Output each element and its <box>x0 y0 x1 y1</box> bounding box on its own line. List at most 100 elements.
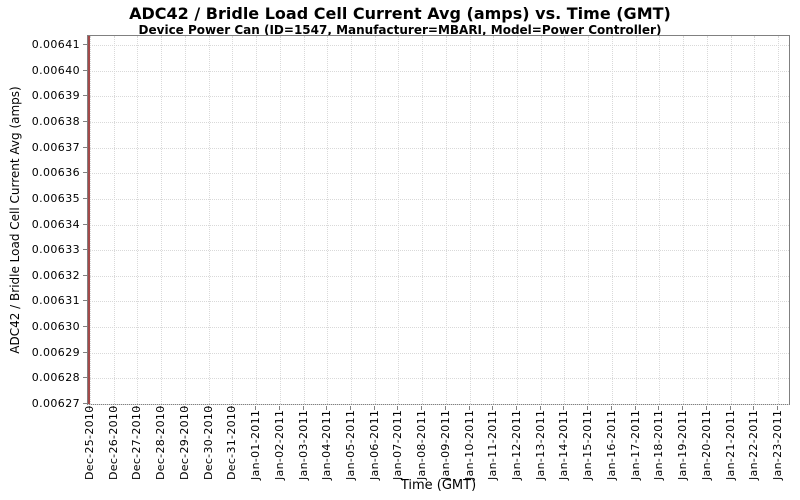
v-gridline <box>635 36 637 404</box>
y-tick-label: 0.00637 <box>31 140 80 154</box>
y-tick-label: 0.00638 <box>31 114 80 128</box>
h-gridline <box>88 404 789 405</box>
y-tick-mark <box>83 172 87 174</box>
v-gridline <box>564 36 566 404</box>
v-gridline <box>350 36 352 404</box>
h-gridline <box>88 173 789 175</box>
y-tick-mark <box>83 377 87 379</box>
x-tick-label: Jan-11-2011 <box>486 409 500 480</box>
h-gridline <box>88 96 789 98</box>
y-tick-label: 0.00632 <box>31 268 80 282</box>
x-tick-mark <box>658 406 660 410</box>
v-gridline <box>706 36 708 404</box>
h-gridline <box>88 198 789 200</box>
v-gridline <box>90 36 91 404</box>
v-gridline <box>327 36 329 404</box>
x-tick-label: Jan-12-2011 <box>510 409 524 480</box>
x-tick-mark <box>492 406 494 410</box>
x-tick-mark <box>255 406 257 410</box>
x-tick-label: Jan-06-2011 <box>367 409 381 480</box>
x-tick-mark <box>610 406 612 410</box>
x-tick-mark <box>539 406 541 410</box>
y-tick-label: 0.00636 <box>31 166 80 180</box>
y-tick-label: 0.00641 <box>31 38 80 51</box>
x-tick-label: Jan-04-2011 <box>320 409 334 480</box>
x-tick-mark <box>231 406 233 410</box>
x-tick-label: Dec-29-2010 <box>177 405 191 480</box>
v-gridline <box>517 36 519 404</box>
x-tick-mark <box>444 406 446 410</box>
x-tick-mark <box>421 406 423 410</box>
x-tick-mark <box>777 406 778 410</box>
y-tick-mark <box>83 326 87 328</box>
y-tick-mark <box>83 120 87 122</box>
v-gridline <box>683 36 685 404</box>
x-tick-mark <box>587 406 589 410</box>
v-gridline <box>469 36 471 404</box>
v-gridline <box>232 36 234 404</box>
x-tick-label: Jan-09-2011 <box>438 409 452 480</box>
v-gridline <box>137 36 139 404</box>
y-tick-mark <box>83 95 87 97</box>
x-tick-mark <box>468 406 470 410</box>
x-tick-mark <box>112 406 114 410</box>
y-tick-mark <box>83 249 87 251</box>
x-tick-label: Jan-18-2011 <box>652 409 666 480</box>
x-tick-mark <box>729 406 731 410</box>
x-tick-mark <box>183 406 185 410</box>
y-tick-label: 0.00633 <box>31 243 80 257</box>
v-gridline <box>422 36 424 404</box>
x-tick-label: Jan-23-2011 <box>771 409 784 480</box>
chart-title: ADC42 / Bridle Load Cell Current Avg (am… <box>129 4 671 23</box>
h-gridline <box>88 301 789 303</box>
v-gridline <box>113 36 115 404</box>
x-tick-mark <box>207 406 209 410</box>
h-gridline <box>88 327 789 329</box>
v-gridline <box>256 36 258 404</box>
x-tick-mark <box>705 406 707 410</box>
x-tick-mark <box>302 406 304 410</box>
x-tick-label: Jan-20-2011 <box>699 409 713 480</box>
x-tick-label: Dec-27-2010 <box>130 405 144 480</box>
x-tick-label: Dec-26-2010 <box>106 405 120 480</box>
x-tick-label: Jan-22-2011 <box>747 409 761 480</box>
x-tick-mark <box>563 406 565 410</box>
x-tick-label: Jan-02-2011 <box>272 409 286 480</box>
x-tick-mark <box>634 406 636 410</box>
x-tick-mark <box>160 406 162 410</box>
x-tick-mark <box>136 406 138 410</box>
x-tick-mark <box>89 406 90 410</box>
x-tick-mark <box>516 406 518 410</box>
y-tick-mark <box>83 197 87 199</box>
v-gridline <box>588 36 590 404</box>
x-tick-label: Jan-07-2011 <box>391 409 405 480</box>
x-tick-mark <box>349 406 351 410</box>
y-tick-label: 0.00631 <box>31 294 80 308</box>
v-gridline <box>611 36 613 404</box>
y-tick-label: 0.00640 <box>31 63 80 77</box>
y-tick-mark <box>83 403 87 404</box>
x-axis-title: Time (GMT) <box>400 478 477 493</box>
x-tick-mark <box>278 406 280 410</box>
chart-subtitle: Device Power Can (ID=1547, Manufacturer=… <box>138 23 662 37</box>
h-gridline <box>88 45 789 46</box>
v-gridline <box>398 36 400 404</box>
h-gridline <box>88 121 789 123</box>
v-gridline <box>303 36 305 404</box>
v-gridline <box>374 36 376 404</box>
y-tick-label: 0.00627 <box>31 397 80 410</box>
y-tick-mark <box>83 300 87 302</box>
y-tick-label: 0.00634 <box>31 217 80 231</box>
x-tick-label: Dec-28-2010 <box>154 405 168 480</box>
x-tick-label: Jan-03-2011 <box>296 409 310 480</box>
v-gridline <box>493 36 495 404</box>
x-tick-mark <box>326 406 328 410</box>
h-gridline <box>88 224 789 226</box>
v-gridline <box>445 36 447 404</box>
plot-area <box>87 35 790 405</box>
x-tick-label: Jan-05-2011 <box>343 409 357 480</box>
h-gridline <box>88 352 789 354</box>
x-tick-label: Jan-10-2011 <box>462 409 476 480</box>
v-gridline <box>540 36 542 404</box>
